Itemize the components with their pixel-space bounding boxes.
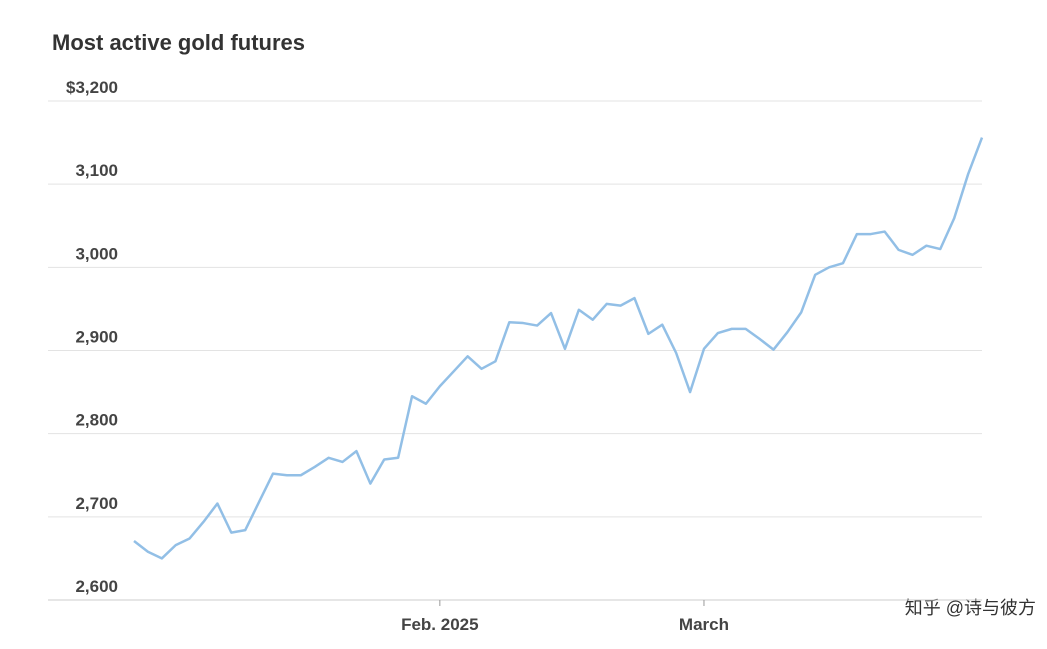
price-line (133, 137, 984, 560)
y-tick-label: 3,100 (75, 161, 118, 180)
y-tick-label: 3,000 (75, 244, 118, 263)
chart-title: Most active gold futures (52, 30, 305, 55)
y-tick-label: $3,200 (66, 78, 118, 97)
watermark: 知乎 @诗与彼方 (905, 598, 1036, 618)
y-tick-label: 2,600 (75, 577, 118, 596)
y-tick-label: 2,800 (75, 411, 118, 430)
x-tick-label: March (679, 615, 729, 634)
y-tick-label: 2,700 (75, 494, 118, 513)
y-tick-label: 2,900 (75, 328, 118, 347)
x-tick-label: Feb. 2025 (401, 615, 479, 634)
